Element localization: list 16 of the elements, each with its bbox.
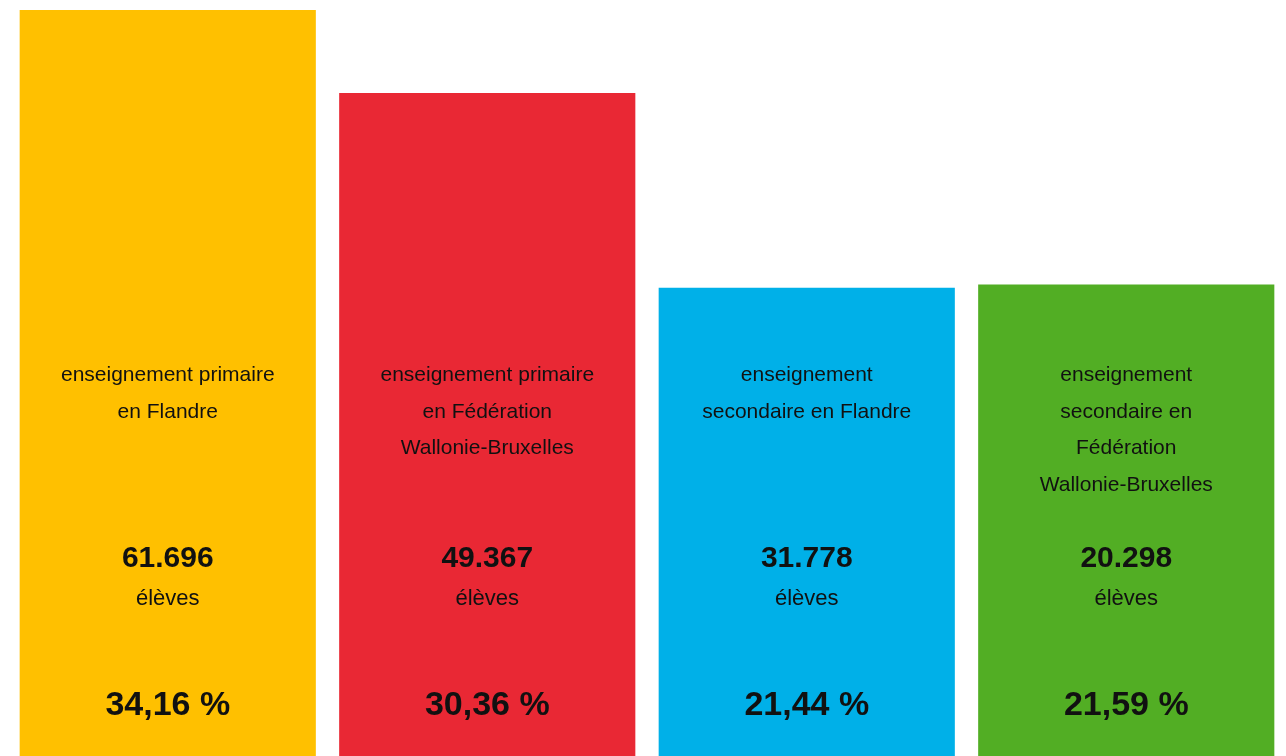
data-label: 21,44 % bbox=[744, 684, 870, 723]
annotation: 61.696 élèves bbox=[121, 539, 214, 611]
bar bbox=[19, 10, 316, 756]
bar bbox=[978, 284, 1275, 756]
x-tick-label: enseignement secondaire en Fédération Wallonie-Bruxelles bbox=[1039, 362, 1213, 495]
data-label: 34,16 % bbox=[105, 684, 231, 723]
x-tick-label: enseignement primaire en Flandre bbox=[60, 362, 275, 422]
bar bbox=[658, 287, 955, 756]
data-label: 21,59 % bbox=[1063, 684, 1189, 723]
x-tick-label: enseignement primaire en Fédération Wallonie-Bruxelles bbox=[380, 362, 595, 459]
annotation: 49.367 élèves bbox=[441, 539, 534, 611]
annotation: 20.298 élèves bbox=[1080, 539, 1173, 611]
x-tick-label: enseignement secondaire en Flandre bbox=[702, 362, 912, 422]
data-label: 30,36 % bbox=[424, 684, 550, 723]
bar bbox=[339, 92, 636, 756]
annotation: 31.778 élèves bbox=[760, 539, 853, 611]
